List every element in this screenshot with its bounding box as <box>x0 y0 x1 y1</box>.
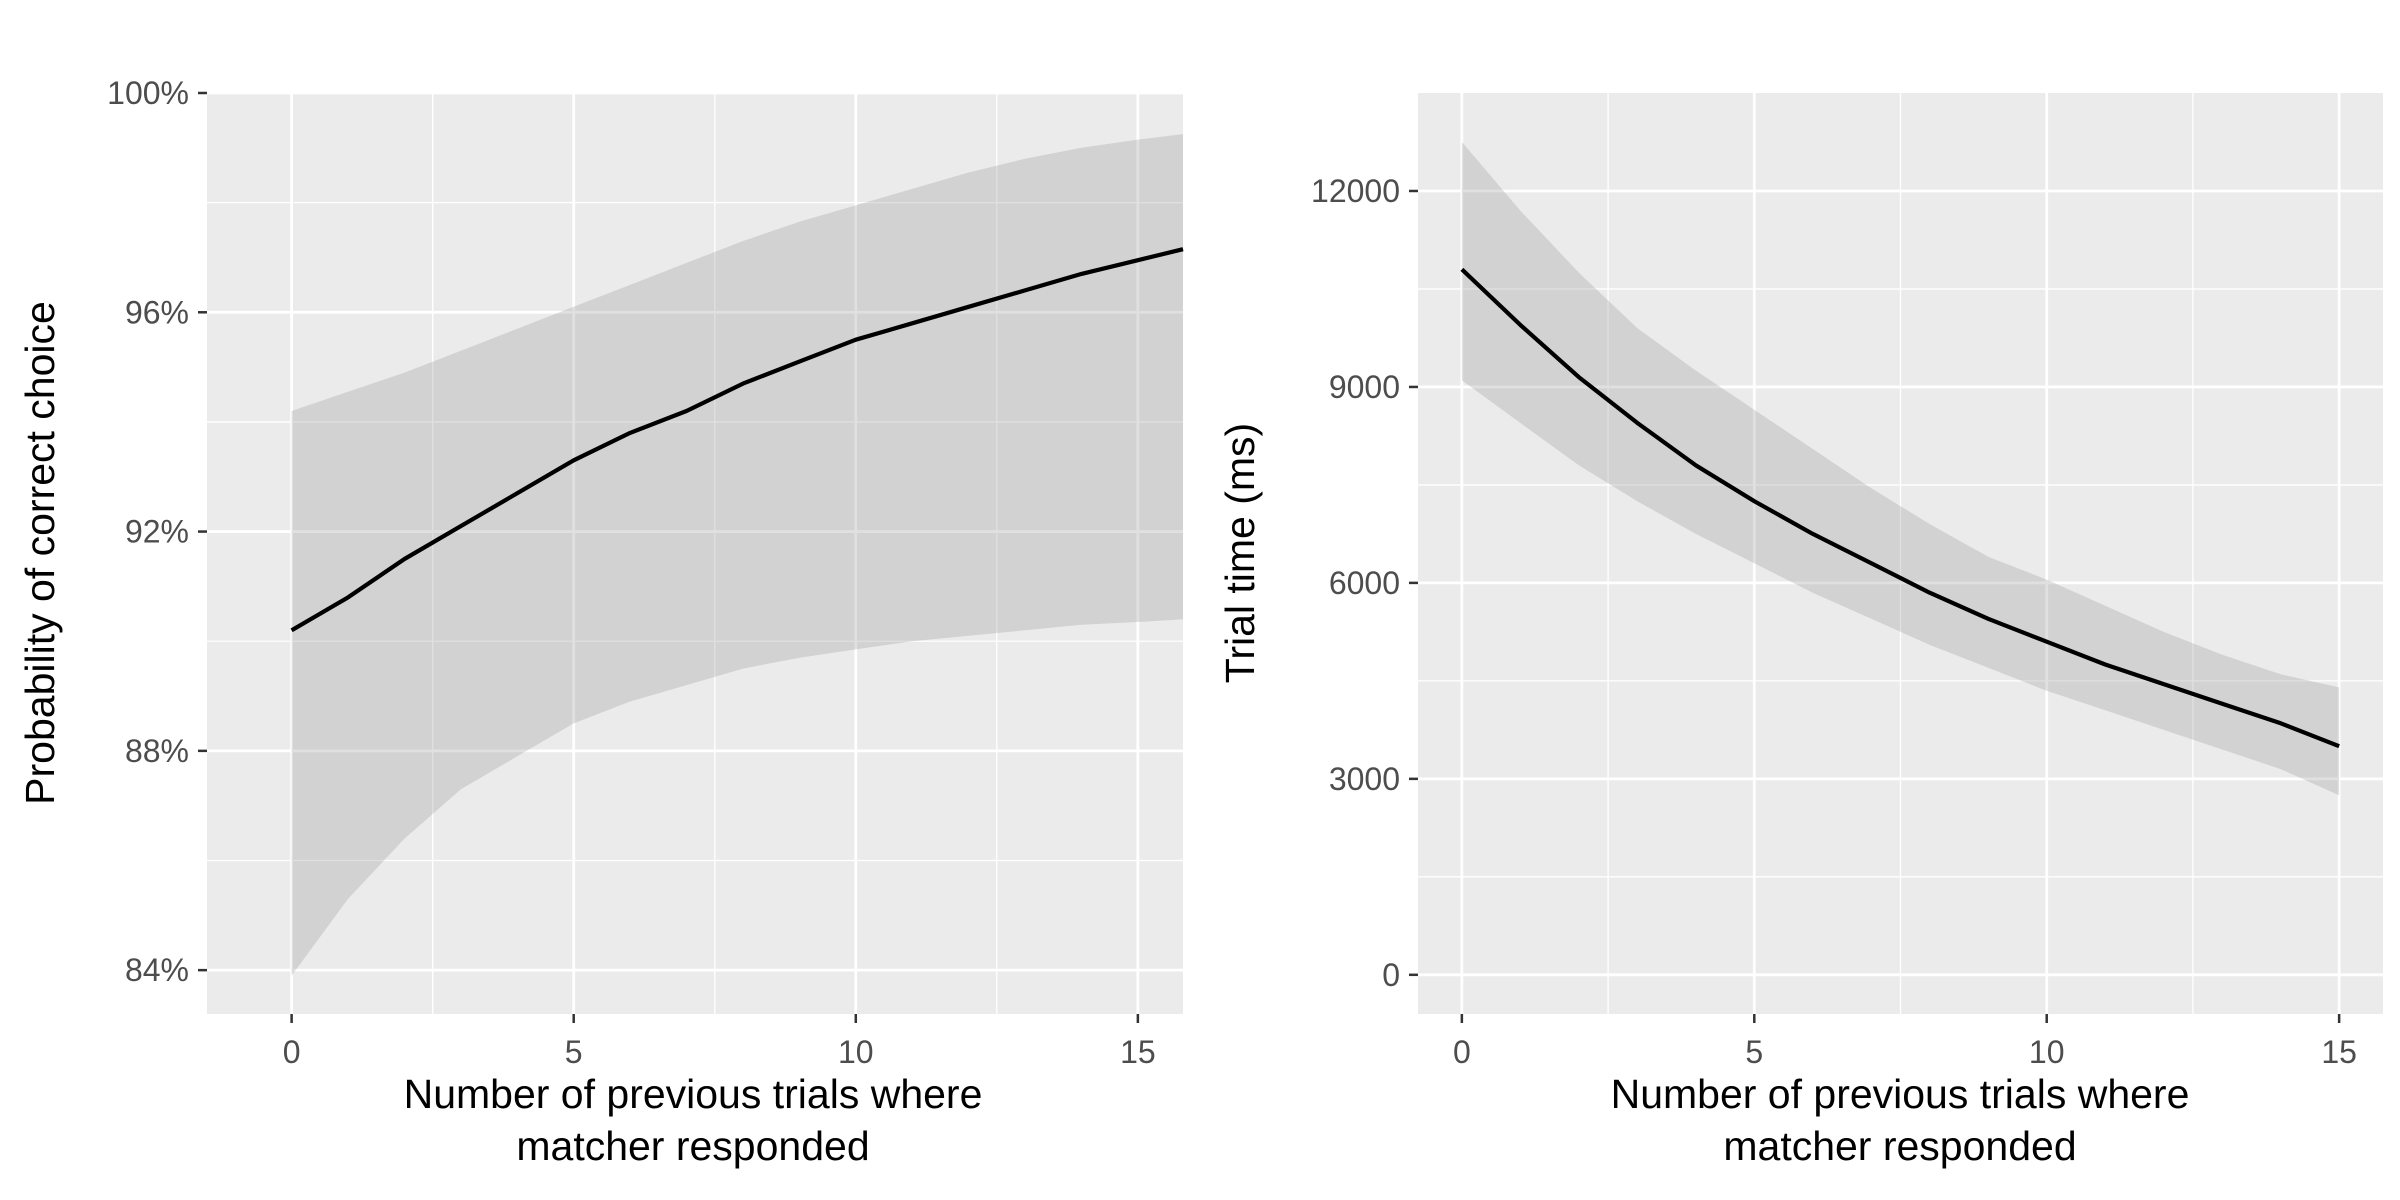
y-tick-label: 12000 <box>1311 173 1400 209</box>
y-tick-label: 9000 <box>1329 369 1400 405</box>
y-axis-title: Trial time (ms) <box>1217 423 1263 683</box>
x-axis-title-line-2: matcher responded <box>516 1123 869 1169</box>
fitted-line <box>290 247 1184 633</box>
y-tick-label: 3000 <box>1329 761 1400 797</box>
y-tick-label: 6000 <box>1329 565 1400 601</box>
x-tick-label: 15 <box>2321 1034 2357 1070</box>
confidence-band <box>1461 142 2340 796</box>
y-tick-label: 0 <box>1382 957 1400 993</box>
x-tick-label: 10 <box>2029 1034 2065 1070</box>
x-axis-title-line-1: Number of previous trials where <box>404 1071 983 1117</box>
x-tick-label: 0 <box>1453 1034 1471 1070</box>
confidence-band <box>291 134 1184 976</box>
x-tick-label: 5 <box>1745 1034 1763 1070</box>
y-tick-label: 96% <box>125 294 189 330</box>
x-axis-title-line-2: matcher responded <box>1723 1123 2076 1169</box>
y-tick-label: 84% <box>125 952 189 988</box>
fitted-line <box>1460 267 2340 749</box>
x-tick-label: 5 <box>565 1034 583 1070</box>
x-tick-label: 15 <box>1120 1034 1156 1070</box>
x-tick-label: 0 <box>283 1034 301 1070</box>
y-tick-label: 100% <box>107 75 189 111</box>
y-tick-label: 88% <box>125 733 189 769</box>
x-axis-title-line-1: Number of previous trials where <box>1611 1071 2190 1117</box>
x-tick-label: 10 <box>838 1034 874 1070</box>
chart-panel-1: 0 5 10 15 84% 88% 92% 96% 100% Number of previous… <box>17 75 1184 1169</box>
y-tick-label: 92% <box>125 514 189 550</box>
chart-panel-2: 0 5 10 15 0 3000 6000 9000 12000 Number of previo… <box>1217 93 2383 1169</box>
y-axis-title: Probability of correct choice <box>17 301 63 805</box>
